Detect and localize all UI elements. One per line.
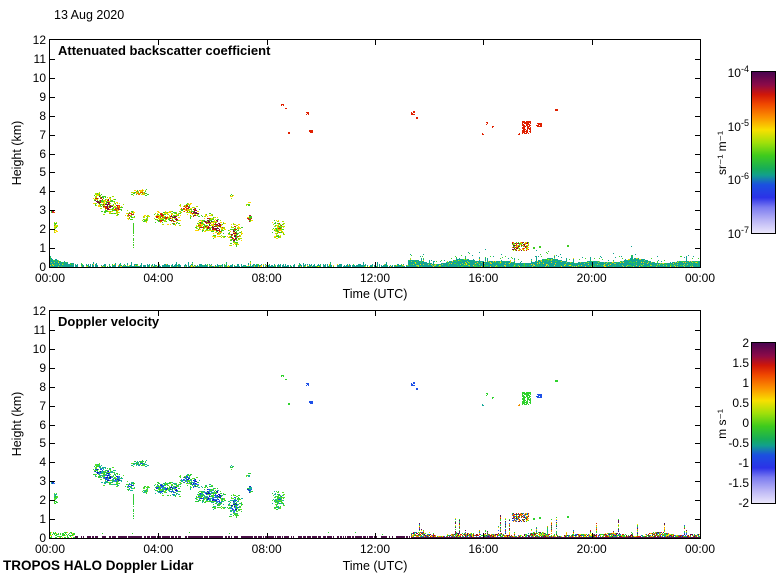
y-tick-label: 4 [39, 184, 46, 199]
y-tick-label: 3 [39, 474, 46, 489]
y-tick-label: 10 [32, 70, 46, 85]
x-tick-label: 00:00 [34, 542, 66, 556]
x-tick-label: 00:00 [684, 542, 716, 556]
date-label: 13 Aug 2020 [54, 8, 125, 22]
colorbar-tick-label: 1 [742, 376, 749, 390]
x-axis-label-bottom: Time (UTC) [342, 559, 408, 573]
x-tick-label: 16:00 [468, 271, 499, 285]
colorbar-tick-label: 10-7 [727, 225, 749, 241]
x-axis-label-top: Time (UTC) [342, 287, 408, 301]
y-tick-label: 4 [39, 455, 46, 470]
backscatter-panel: Attenuated backscatter coefficient [49, 39, 701, 268]
y-tick-label: 5 [39, 436, 46, 451]
x-tick-label: 12:00 [359, 271, 391, 285]
y-tick-label: 7 [39, 398, 46, 413]
y-tick-label: 1 [39, 241, 46, 256]
colorbar-tick-label: 10-5 [727, 117, 749, 134]
backscatter-heatmap-canvas [50, 40, 700, 267]
x-tick-label: 20:00 [576, 271, 607, 285]
colorbar-tick-label: -2 [738, 496, 749, 510]
y-tick-label: 8 [39, 379, 46, 394]
panel-title-backscatter: Attenuated backscatter coefficient [58, 43, 271, 58]
y-tick-label: 1 [39, 512, 46, 527]
y-tick-label: 2 [39, 493, 46, 508]
colorbar-tick-label: 2 [742, 336, 749, 350]
x-tick-label: 20:00 [576, 542, 607, 556]
y-tick-label: 8 [39, 108, 46, 123]
x-tick-label: 16:00 [468, 542, 499, 556]
x-tick-label: 04:00 [143, 271, 174, 285]
y-tick-label: 11 [33, 322, 46, 337]
y-tick-label: 9 [39, 89, 46, 104]
velocity-colorbar [751, 342, 776, 504]
colorbar-tick-label: -1.5 [728, 476, 749, 490]
backscatter-colorbar [751, 71, 776, 234]
x-tick-label: 08:00 [251, 271, 282, 285]
y-tick-label: 3 [39, 203, 46, 218]
x-tick-label: 04:00 [143, 542, 174, 556]
doppler-velocity-heatmap-canvas [50, 311, 700, 538]
x-tick-label: 00:00 [34, 271, 66, 285]
colorbar-tick-label: 0 [742, 416, 749, 430]
colorbar-tick-label: 10-4 [727, 64, 749, 80]
y-tick-label: 10 [32, 341, 46, 356]
y-tick-label: 12 [32, 33, 46, 47]
y-tick-label: 7 [39, 127, 46, 142]
colorbar-tick-label: 1.5 [732, 356, 749, 370]
y-tick-label: 11 [33, 51, 46, 66]
y-tick-label: 12 [32, 304, 46, 318]
x-tick-label: 08:00 [251, 542, 282, 556]
y-tick-label: 6 [39, 417, 46, 432]
panel-title-doppler-velocity: Doppler velocity [58, 314, 160, 329]
backscatter-colorbar-units: sr⁻¹ m⁻¹ [715, 131, 729, 175]
doppler-velocity-panel: Doppler velocity [49, 310, 701, 539]
colorbar-tick-label: 10-6 [727, 171, 749, 188]
y-tick-label: 5 [39, 165, 46, 180]
colorbar-tick-label: 0.5 [732, 396, 749, 410]
y-tick-label: 9 [39, 360, 46, 375]
y-tick-label: 0 [39, 531, 46, 545]
instrument-label: TROPOS HALO Doppler Lidar [3, 558, 194, 573]
velocity-colorbar-units: m s⁻¹ [715, 409, 729, 439]
colorbar-tick-label: -0.5 [728, 436, 749, 450]
x-tick-label: 12:00 [359, 542, 391, 556]
y-tick-label: 6 [39, 146, 46, 161]
colorbar-tick-label: -1 [738, 456, 749, 470]
x-tick-label: 00:00 [684, 271, 716, 285]
y-tick-label: 2 [39, 222, 46, 237]
y-tick-label: 0 [39, 260, 46, 274]
